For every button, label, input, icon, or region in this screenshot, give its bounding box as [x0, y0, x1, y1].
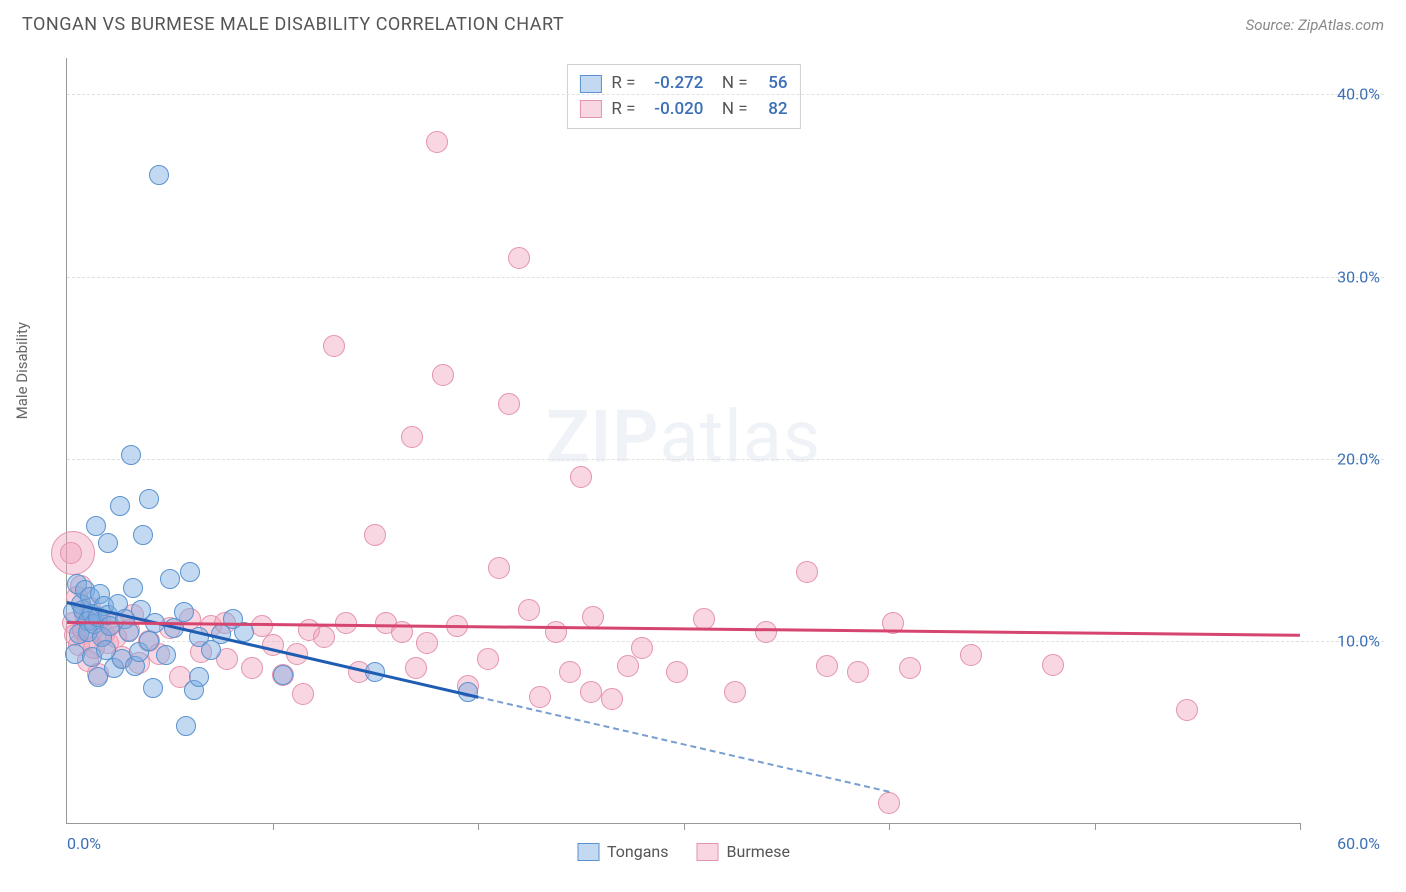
- legend-item: Burmese: [697, 842, 790, 861]
- scatter-point: [518, 599, 540, 621]
- watermark-bold: ZIP: [546, 394, 659, 479]
- stat-n-value: 56: [758, 71, 788, 97]
- scatter-point: [180, 562, 200, 582]
- scatter-point: [847, 661, 869, 683]
- plot-area: ZIPatlas R =-0.272 N =56R =-0.020 N =82 …: [66, 58, 1300, 824]
- x-tick: [889, 823, 890, 830]
- gridline: [67, 459, 1384, 460]
- scatter-point: [273, 665, 293, 685]
- scatter-point: [143, 678, 163, 698]
- bottom-legend: Tongans Burmese: [577, 842, 790, 861]
- scatter-point: [582, 606, 604, 628]
- scatter-point: [477, 648, 499, 670]
- scatter-point: [724, 681, 746, 703]
- scatter-point: [617, 655, 639, 677]
- y-axis-label: Male Disability: [13, 322, 31, 419]
- scatter-point: [160, 569, 180, 589]
- scatter-point: [121, 445, 141, 465]
- source-credit: Source: ZipAtlas.com: [1246, 16, 1384, 34]
- scatter-point: [133, 525, 153, 545]
- scatter-point: [432, 364, 454, 386]
- stat-r-label: R =: [611, 71, 635, 97]
- y-tick-label: 30.0%: [1308, 267, 1380, 286]
- legend-label: Burmese: [727, 842, 790, 861]
- scatter-point: [498, 393, 520, 415]
- scatter-point: [401, 426, 423, 448]
- scatter-point: [755, 621, 777, 643]
- scatter-point: [98, 533, 118, 553]
- watermark: ZIPatlas: [546, 394, 821, 479]
- scatter-point: [601, 688, 623, 710]
- stat-n-value: 82: [758, 97, 788, 123]
- y-tick-label: 20.0%: [1308, 449, 1380, 468]
- y-tick-label: 40.0%: [1308, 85, 1380, 104]
- scatter-point: [559, 661, 581, 683]
- scatter-point: [176, 716, 196, 736]
- x-tick: [1095, 823, 1096, 830]
- scatter-point: [666, 661, 688, 683]
- scatter-point: [139, 631, 159, 651]
- scatter-point: [580, 681, 602, 703]
- legend-label: Tongans: [607, 842, 669, 861]
- scatter-point: [488, 557, 510, 579]
- gridline: [67, 94, 1384, 95]
- stat-n-label: N =: [713, 97, 747, 123]
- legend-swatch: [577, 843, 599, 861]
- stat-r-value: -0.020: [645, 97, 703, 123]
- x-tick: [684, 823, 685, 830]
- regression-line-dashed: [478, 696, 889, 793]
- legend-swatch: [697, 843, 719, 861]
- chart-title: TONGAN VS BURMESE MALE DISABILITY CORREL…: [22, 14, 564, 35]
- x-tick: [478, 823, 479, 830]
- scatter-point: [529, 686, 551, 708]
- stat-row: R = -0.272 N = 56: [579, 71, 787, 97]
- header: TONGAN VS BURMESE MALE DISABILITY CORREL…: [0, 0, 1406, 43]
- stat-row: R = -0.020 N = 82: [579, 97, 787, 123]
- scatter-point: [139, 489, 159, 509]
- chart-container: Male Disability ZIPatlas R =-0.272 N =56…: [22, 48, 1384, 870]
- scatter-point: [174, 602, 194, 622]
- scatter-point: [960, 644, 982, 666]
- y-tick-label: 10.0%: [1308, 631, 1380, 650]
- scatter-point: [508, 247, 530, 269]
- stat-box: R = -0.272 N = 56 R = -0.020 N = 82: [566, 64, 800, 129]
- scatter-point: [899, 657, 921, 679]
- scatter-point: [292, 683, 314, 705]
- scatter-point: [878, 792, 900, 814]
- watermark-light: atlas: [659, 394, 821, 479]
- scatter-point: [1176, 699, 1198, 721]
- stat-n-label: N =: [713, 71, 747, 97]
- scatter-point: [796, 561, 818, 583]
- stat-r-value: -0.272: [645, 71, 703, 97]
- scatter-point: [631, 637, 653, 659]
- scatter-point: [110, 496, 130, 516]
- scatter-point: [149, 165, 169, 185]
- scatter-point: [426, 131, 448, 153]
- x-axis-max-label: 60.0%: [1308, 834, 1380, 853]
- scatter-point: [156, 645, 176, 665]
- x-tick: [1300, 823, 1301, 830]
- scatter-point: [416, 632, 438, 654]
- scatter-point: [335, 612, 357, 634]
- scatter-point: [60, 542, 82, 564]
- legend-swatch: [579, 75, 601, 93]
- scatter-point: [545, 621, 567, 643]
- gridline: [67, 277, 1384, 278]
- scatter-point: [313, 626, 335, 648]
- legend-swatch: [579, 100, 601, 118]
- x-axis-min-label: 0.0%: [67, 834, 101, 853]
- scatter-point: [123, 578, 143, 598]
- scatter-point: [189, 667, 209, 687]
- legend-item: Tongans: [577, 842, 669, 861]
- scatter-point: [323, 335, 345, 357]
- scatter-point: [816, 655, 838, 677]
- stat-r-label: R =: [611, 97, 635, 123]
- scatter-point: [1042, 654, 1064, 676]
- scatter-point: [241, 657, 263, 679]
- scatter-point: [570, 466, 592, 488]
- scatter-point: [119, 622, 139, 642]
- x-tick: [273, 823, 274, 830]
- scatter-point: [405, 657, 427, 679]
- scatter-point: [364, 524, 386, 546]
